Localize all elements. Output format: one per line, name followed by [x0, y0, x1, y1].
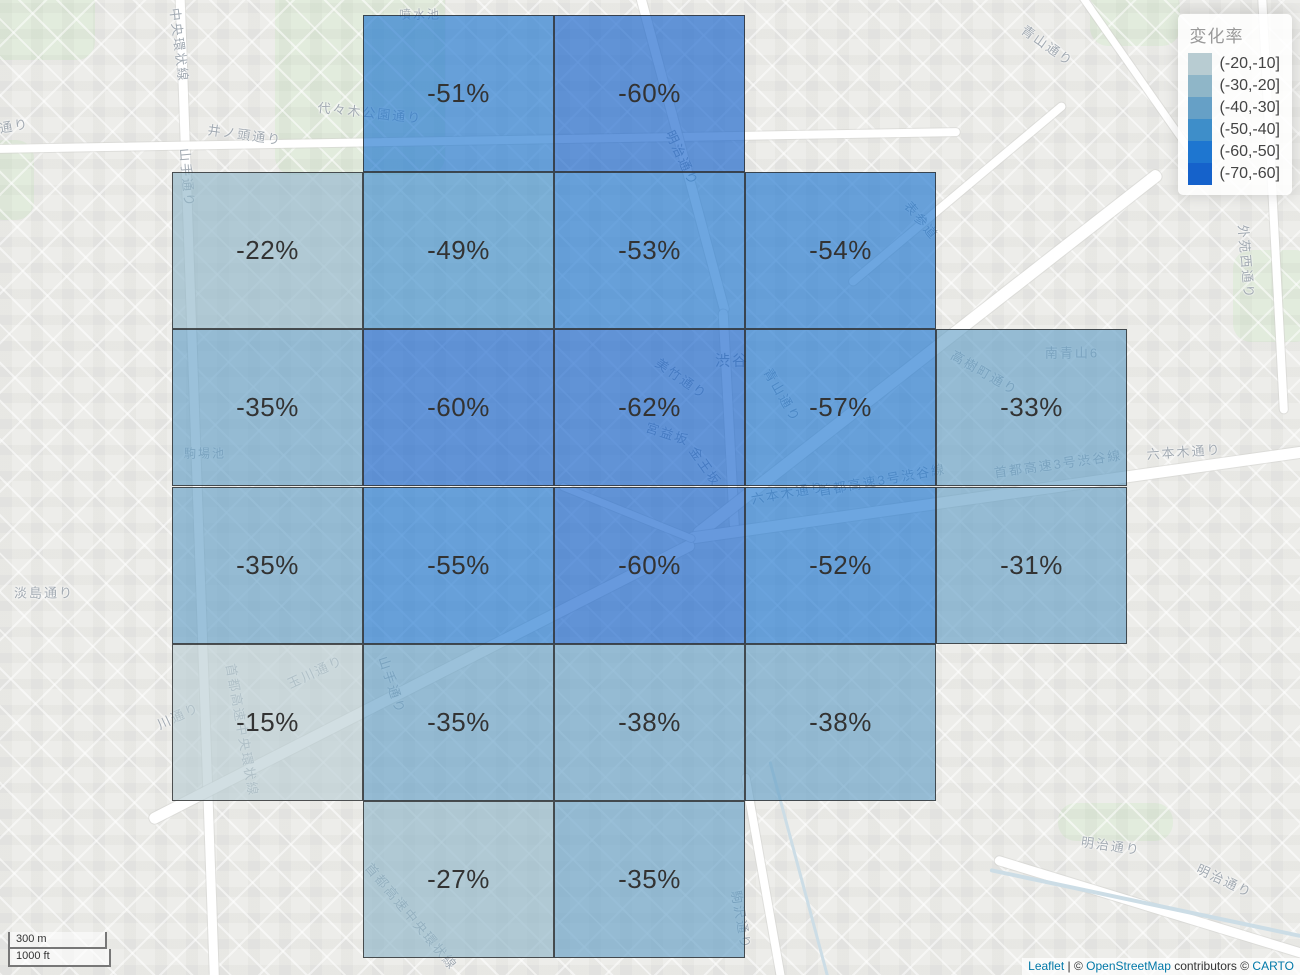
grid-cell[interactable]: -31% — [936, 486, 1127, 644]
grid-cell[interactable]: -22% — [172, 172, 363, 330]
grid-cell[interactable]: -35% — [172, 329, 363, 487]
attribution-link[interactable]: Leaflet — [1028, 959, 1065, 973]
legend-bin-label: (-20,-10] — [1219, 55, 1280, 72]
grid-cell-value: -52% — [809, 549, 872, 580]
legend-swatch — [1187, 75, 1212, 97]
grid-cell-value: -60% — [618, 549, 681, 580]
grid-cell-value: -35% — [236, 392, 299, 423]
legend-bin-label: (-60,-50] — [1219, 143, 1280, 160]
legend-bin: (-50,-40] — [1187, 119, 1280, 141]
grid-cell[interactable]: -54% — [745, 172, 936, 330]
attribution-text: contributors © — [1170, 959, 1253, 973]
grid-cell-value: -33% — [1000, 392, 1063, 423]
grid-cell-value: -31% — [1000, 549, 1063, 580]
grid-cell-value: -15% — [236, 706, 299, 737]
grid-cell[interactable]: -49% — [363, 172, 554, 330]
grid-cell[interactable]: -60% — [363, 329, 554, 487]
attribution-link[interactable]: CARTO — [1252, 959, 1294, 973]
legend-bin-label: (-40,-30] — [1219, 99, 1280, 116]
grid-cell-value: -27% — [427, 863, 490, 894]
legend-swatch — [1187, 97, 1212, 119]
legend-swatch — [1187, 141, 1212, 163]
grid-cell-value: -62% — [618, 392, 681, 423]
grid-cell-value: -49% — [427, 235, 490, 266]
legend-swatch — [1187, 163, 1212, 185]
grid-cell-value: -60% — [618, 78, 681, 109]
grid-cell[interactable]: -53% — [554, 172, 745, 330]
grid-cell[interactable]: -35% — [363, 643, 554, 801]
legend-swatch — [1187, 53, 1212, 75]
grid-cell-value: -57% — [809, 392, 872, 423]
grid-cell-value: -55% — [427, 549, 490, 580]
grid-cell-value: -35% — [236, 549, 299, 580]
grid-cell-value: -38% — [809, 706, 872, 737]
legend-title: 変化率 — [1189, 27, 1244, 46]
grid-cell[interactable]: -55% — [363, 486, 554, 644]
grid-cell[interactable]: -38% — [554, 643, 745, 801]
legend-bin-label: (-70,-60] — [1219, 165, 1280, 182]
scale-imperial-bar: 1000 ft — [8, 949, 111, 967]
grid-cell-value: -54% — [809, 235, 872, 266]
attribution-link[interactable]: OpenStreetMap — [1086, 959, 1171, 973]
grid-cell[interactable]: -33% — [936, 329, 1127, 487]
grid-cell-value: -22% — [236, 235, 299, 266]
grid-cell[interactable]: -52% — [745, 486, 936, 644]
grid-cell[interactable]: -62% — [554, 329, 745, 487]
legend-bin: (-30,-20] — [1187, 75, 1280, 97]
grid-cell-value: -35% — [427, 706, 490, 737]
scale-metric-bar: 300 m — [8, 931, 107, 950]
grid-cell[interactable]: -15% — [172, 643, 363, 801]
legend-bin: (-40,-30] — [1187, 97, 1280, 119]
legend-swatch — [1187, 119, 1212, 141]
grid-cell[interactable]: -60% — [554, 15, 745, 173]
grid-cell-value: -38% — [618, 706, 681, 737]
grid-cell[interactable]: -60% — [554, 486, 745, 644]
legend-bin: (-20,-10] — [1187, 53, 1280, 75]
legend-control: 変化率 (-20,-10] (-30,-20] (-40,-30] (-50,-40]… — [1177, 14, 1292, 195]
grid-cell[interactable]: -38% — [745, 643, 936, 801]
legend-bins: (-20,-10] (-30,-20] (-40,-30] (-50,-40] (-60… — [1187, 53, 1280, 185]
attribution: Leaflet | © OpenStreetMap contributors ©… — [1022, 958, 1300, 975]
legend-bin-label: (-50,-40] — [1219, 121, 1280, 138]
grid-cell-value: -53% — [618, 235, 681, 266]
grid-cell[interactable]: -27% — [363, 800, 554, 958]
grid-cell[interactable]: -57% — [745, 329, 936, 487]
grid-cell-value: -51% — [427, 78, 490, 109]
grid-cell-value: -60% — [427, 392, 490, 423]
scale-control: 300 m 1000 ft — [8, 931, 111, 967]
legend-bin: (-60,-50] — [1187, 141, 1280, 163]
grid-cell[interactable]: -51% — [363, 15, 554, 173]
legend-bin: (-70,-60] — [1187, 163, 1280, 185]
grid-cell[interactable]: -35% — [554, 800, 745, 958]
map-street-label: 淡島通り — [13, 585, 75, 601]
grid-cell-value: -35% — [618, 863, 681, 894]
attribution-text: | © — [1064, 959, 1087, 973]
legend-bin-label: (-30,-20] — [1219, 77, 1280, 94]
grid-cell[interactable]: -35% — [172, 486, 363, 644]
